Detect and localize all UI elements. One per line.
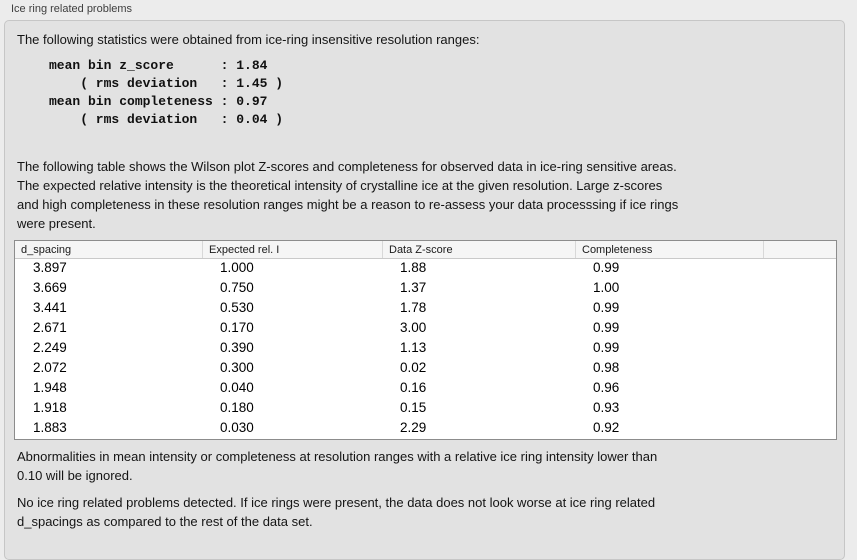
table-cell: 0.390 xyxy=(220,340,254,355)
table-cell: 0.99 xyxy=(593,260,620,275)
table-cell: 3.897 xyxy=(33,260,67,275)
table-cell: 0.530 xyxy=(220,300,254,315)
table-cell: 1.78 xyxy=(400,300,427,315)
conclusion-line: d_spacings as compared to the rest of th… xyxy=(17,514,313,529)
table-cell: 0.96 xyxy=(593,380,620,395)
table-row[interactable]: 3.669 0.750 1.37 1.00 xyxy=(15,279,836,299)
stats-intro-text: The following statistics were obtained f… xyxy=(17,32,480,47)
table-cell: 3.00 xyxy=(400,320,427,335)
ice-ring-table[interactable]: d_spacing Expected rel. I Data Z-score Comp… xyxy=(14,240,837,440)
table-cell: 2.249 xyxy=(33,340,67,355)
table-cell: 1.13 xyxy=(400,340,427,355)
table-cell: 0.93 xyxy=(593,400,620,415)
table-row[interactable]: 1.918 0.180 0.15 0.93 xyxy=(15,399,836,419)
table-body: 3.897 1.000 1.88 0.99 3.669 0.750 1.37 1.00 3.44… xyxy=(15,259,836,439)
table-cell: 1.00 xyxy=(593,280,620,295)
table-header-row: d_spacing Expected rel. I Data Z-score Comp… xyxy=(15,241,836,259)
column-header-blank[interactable] xyxy=(763,241,836,258)
ignore-note-line: 0.10 will be ignored. xyxy=(17,468,133,483)
ice-ring-group-box: The following statistics were obtained f… xyxy=(4,20,845,560)
table-cell: 0.99 xyxy=(593,320,620,335)
table-row[interactable]: 2.671 0.170 3.00 0.99 xyxy=(15,319,836,339)
conclusion-text: No ice ring related problems detected. I… xyxy=(17,493,655,531)
table-cell: 0.99 xyxy=(593,340,620,355)
column-header-data-z-score[interactable]: Data Z-score xyxy=(382,241,575,258)
column-header-expected-rel-i[interactable]: Expected rel. I xyxy=(202,241,382,258)
table-cell: 0.15 xyxy=(400,400,427,415)
table-cell: 0.16 xyxy=(400,380,427,395)
conclusion-line: No ice ring related problems detected. I… xyxy=(17,495,656,510)
table-cell: 0.92 xyxy=(593,420,620,435)
stats-mono-line: mean bin completeness : 0.97 xyxy=(49,94,268,109)
table-cell: 0.99 xyxy=(593,300,620,315)
table-row[interactable]: 2.072 0.300 0.02 0.98 xyxy=(15,359,836,379)
stats-mono-block: mean bin z_score : 1.84 ( rms deviation … xyxy=(49,57,283,129)
table-cell: 0.030 xyxy=(220,420,254,435)
table-cell: 2.671 xyxy=(33,320,67,335)
group-box-label: Ice ring related problems xyxy=(11,3,133,15)
stats-mono-line: mean bin z_score : 1.84 xyxy=(49,58,268,73)
table-cell: 0.040 xyxy=(220,380,254,395)
table-cell: 2.072 xyxy=(33,360,67,375)
table-cell: 2.29 xyxy=(400,420,427,435)
stats-mono-line: ( rms deviation : 1.45 ) xyxy=(49,76,284,91)
table-cell: 0.300 xyxy=(220,360,254,375)
table-cell: 1.000 xyxy=(220,260,254,275)
table-cell: 1.918 xyxy=(33,400,67,415)
table-cell: 1.88 xyxy=(400,260,427,275)
stats-mono-line: ( rms deviation : 0.04 ) xyxy=(49,112,284,127)
table-cell: 0.170 xyxy=(220,320,254,335)
table-row[interactable]: 3.897 1.000 1.88 0.99 xyxy=(15,259,836,279)
table-row[interactable]: 1.948 0.040 0.16 0.96 xyxy=(15,379,836,399)
table-cell: 0.98 xyxy=(593,360,620,375)
description-line: were present. xyxy=(17,216,96,231)
table-row[interactable]: 1.883 0.030 2.29 0.92 xyxy=(15,419,836,439)
column-header-d-spacing[interactable]: d_spacing xyxy=(21,244,72,256)
column-header-completeness[interactable]: Completeness xyxy=(575,241,763,258)
table-row[interactable]: 2.249 0.390 1.13 0.99 xyxy=(15,339,836,359)
description-line: The expected relative intensity is the t… xyxy=(17,178,663,193)
description-line: The following table shows the Wilson plo… xyxy=(17,159,677,174)
table-cell: 1.948 xyxy=(33,380,67,395)
table-cell: 0.750 xyxy=(220,280,254,295)
ignore-note-line: Abnormalities in mean intensity or compl… xyxy=(17,449,658,464)
table-cell: 3.441 xyxy=(33,300,67,315)
table-cell: 1.37 xyxy=(400,280,427,295)
table-cell: 3.669 xyxy=(33,280,67,295)
table-cell: 1.883 xyxy=(33,420,67,435)
table-row[interactable]: 3.441 0.530 1.78 0.99 xyxy=(15,299,836,319)
table-description-text: The following table shows the Wilson plo… xyxy=(17,157,678,233)
table-cell: 0.180 xyxy=(220,400,254,415)
ignore-note-text: Abnormalities in mean intensity or compl… xyxy=(17,447,657,485)
description-line: and high completeness in these resolutio… xyxy=(17,197,679,212)
table-cell: 0.02 xyxy=(400,360,427,375)
